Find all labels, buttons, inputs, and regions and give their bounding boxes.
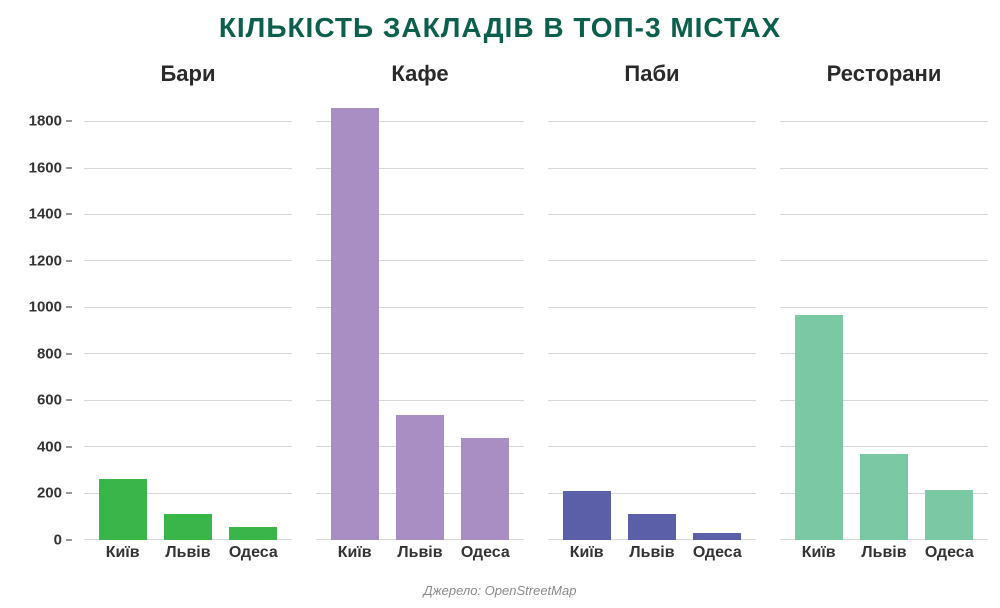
x-label: Одеса [453, 544, 518, 568]
bar [563, 491, 611, 540]
bars-layer [780, 99, 988, 540]
bar [925, 490, 973, 540]
y-tick-label: 1800 [29, 113, 62, 130]
bars-layer [316, 99, 524, 540]
chart-title: КІЛЬКІСТЬ ЗАКЛАДІВ В ТОП-3 МІСТАХ [0, 0, 1000, 44]
panel: Ресторани КиївЛьвівОдеса [768, 60, 1000, 568]
x-labels: КиївЛьвівОдеса [316, 540, 524, 568]
y-axis: 0 200 400 600 800 1000 1200 1400 1600 1800 [0, 60, 72, 568]
bar [164, 514, 212, 540]
y-tick-label: 1400 [29, 206, 62, 223]
bar [99, 479, 147, 541]
panel-title: Кафе [316, 60, 524, 98]
plot-area [548, 98, 756, 540]
x-label: Львів [619, 544, 684, 568]
x-label: Львів [387, 544, 452, 568]
x-label: Одеса [917, 544, 982, 568]
x-labels: КиївЛьвівОдеса [548, 540, 756, 568]
source-attribution: Джерело: OpenStreetMap [0, 583, 1000, 598]
x-labels: КиївЛьвівОдеса [780, 540, 988, 568]
panel-title: Паби [548, 60, 756, 98]
bar [693, 533, 741, 540]
panel-title: Бари [84, 60, 292, 98]
plot-area [84, 98, 292, 540]
bar [331, 108, 379, 540]
y-tick-label: 1200 [29, 252, 62, 269]
x-label: Одеса [685, 544, 750, 568]
bar [396, 415, 444, 540]
x-label: Львів [155, 544, 220, 568]
y-tick-label: 1000 [29, 299, 62, 316]
plot-area [780, 98, 988, 540]
y-tick-label: 800 [37, 345, 62, 362]
bar [461, 438, 509, 540]
panel: Бари КиївЛьвівОдеса [72, 60, 304, 568]
x-label: Львів [851, 544, 916, 568]
panels-row: 0 200 400 600 800 1000 1200 1400 1600 1800 Бари Ки… [0, 60, 1000, 568]
bar [795, 315, 843, 540]
bar [860, 454, 908, 540]
y-tick-label: 600 [37, 392, 62, 409]
y-tick-label: 200 [37, 485, 62, 502]
x-label: Київ [554, 544, 619, 568]
y-tick-label: 400 [37, 438, 62, 455]
panel: Кафе КиївЛьвівОдеса [304, 60, 536, 568]
x-label: Київ [786, 544, 851, 568]
x-label: Київ [322, 544, 387, 568]
x-labels: КиївЛьвівОдеса [84, 540, 292, 568]
panel: Паби КиївЛьвівОдеса [536, 60, 768, 568]
bars-layer [84, 99, 292, 540]
panel-title: Ресторани [780, 60, 988, 98]
y-tick-label: 1600 [29, 159, 62, 176]
x-label: Одеса [221, 544, 286, 568]
bar [229, 527, 277, 540]
plot-area [316, 98, 524, 540]
bars-layer [548, 99, 756, 540]
bar [628, 514, 676, 540]
x-label: Київ [90, 544, 155, 568]
y-tick-label: 0 [54, 532, 62, 549]
